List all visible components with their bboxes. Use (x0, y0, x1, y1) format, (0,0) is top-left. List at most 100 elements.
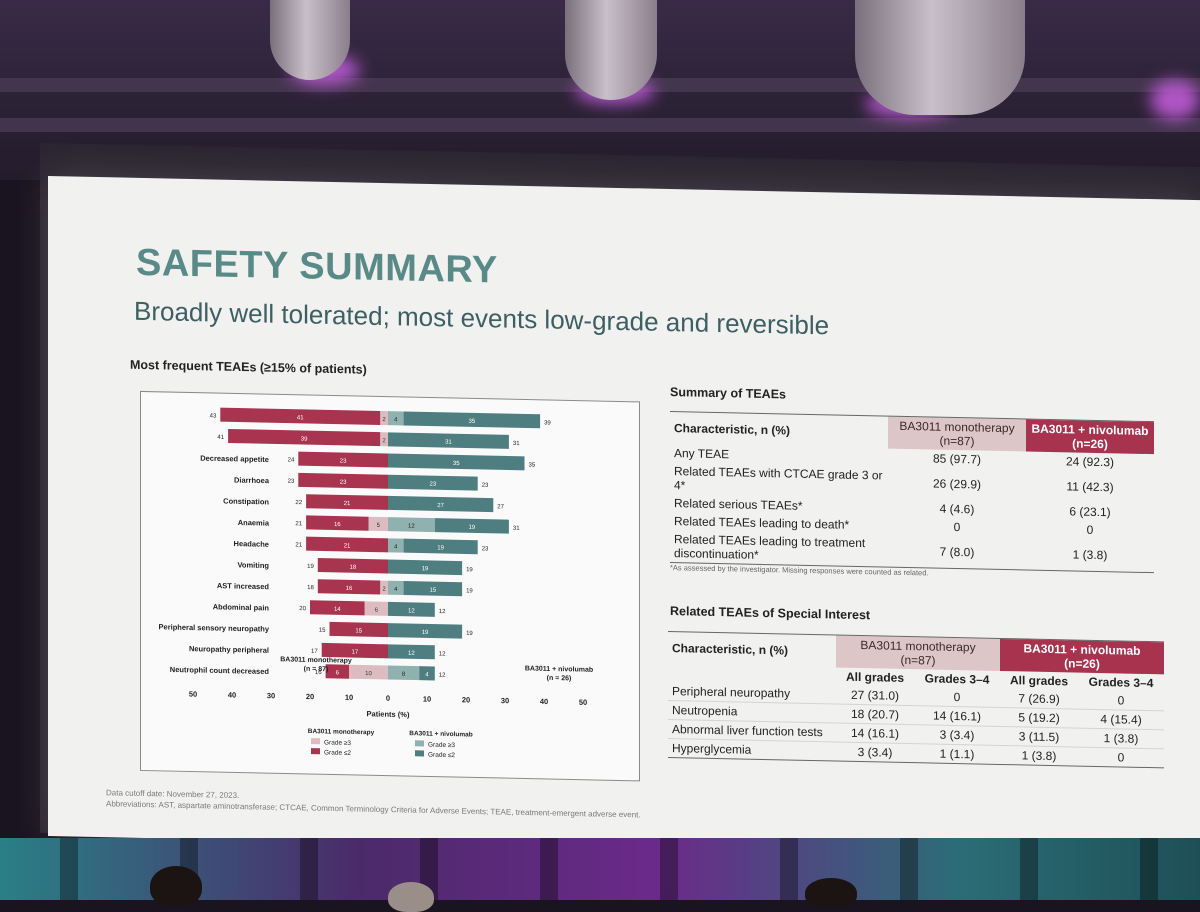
bar-mono-grade3 (380, 432, 388, 447)
total-label-left: 20 (299, 606, 306, 612)
bar-label: 19 (422, 566, 429, 572)
teae-chart-title: Most frequent TEAEs (≥15% of patients) (130, 357, 367, 377)
summary-row-label: Related TEAEs with CTCAE grade 3 or 4* (674, 464, 883, 493)
interest-table-title: Related TEAEs of Special Interest (670, 604, 871, 623)
bar-label: 18 (350, 565, 357, 571)
total-label-left: 22 (295, 500, 302, 506)
axis-tick-label: 50 (189, 690, 197, 699)
bar-mono-grade2 (329, 621, 388, 638)
total-label-right: 19 (466, 588, 473, 594)
bar-mono-grade2 (317, 579, 381, 595)
interest-cell: 5 (19.2) (999, 707, 1079, 729)
bar-combo-grade2 (434, 518, 509, 534)
legend-combo-title: BA3011 + nivolumab (409, 730, 472, 738)
total-label-right: 12 (439, 609, 446, 615)
bar-label: 2 (382, 417, 386, 423)
bar-combo-grade2 (388, 623, 463, 639)
total-label-left: 16 (315, 670, 322, 676)
projected-slide: SAFETY SUMMARY Broadly well tolerated; m… (48, 176, 1200, 861)
summary-col-header: Characteristic, n (%) (674, 421, 791, 438)
axis-tick-label: 10 (345, 693, 353, 702)
summary-row-combo: 11 (42.3) (1066, 479, 1114, 495)
stage-stripe (540, 838, 558, 900)
interest-cell: 18 (20.7) (836, 704, 915, 725)
bar-label: 16 (334, 522, 341, 528)
summary-mono-header: BA3011 monotherapy (n=87) (888, 416, 1026, 452)
bar-label: 35 (453, 461, 460, 467)
legend-label: Grade ≤2 (428, 752, 455, 760)
bar-label: 23 (430, 482, 437, 488)
bar-label: 6 (336, 670, 340, 676)
bar-mono-grade2 (310, 600, 365, 616)
bar-combo-grade3 (388, 580, 404, 596)
total-label-left: 23 (288, 479, 295, 485)
interest-cell: 27 (31.0) (836, 685, 915, 706)
legend-label: Grade ≤2 (324, 749, 351, 757)
interest-cell: 0 (1117, 750, 1125, 765)
total-label-right: 12 (439, 651, 446, 657)
bar-label: 12 (408, 651, 415, 657)
bar-mono-grade2 (220, 407, 381, 425)
bar-combo-grade2 (403, 581, 463, 597)
bar-combo-grade2 (388, 474, 478, 491)
bar-label: 21 (344, 543, 351, 549)
legend-mono-title: BA3011 monotherapy (308, 728, 375, 736)
bar-label: 4 (394, 417, 398, 423)
bar-combo-grade2 (388, 432, 509, 449)
stage-stripe (660, 838, 678, 900)
axis-tick-label: 20 (462, 695, 470, 704)
category-label: Diarrhoea (234, 475, 270, 485)
bar-label: 39 (301, 436, 308, 442)
legend-label: Grade ≥3 (428, 742, 455, 750)
bar-label: 19 (437, 545, 444, 551)
bar-label: 17 (352, 650, 359, 656)
bar-label: 35 (469, 419, 476, 425)
audience-head (388, 882, 434, 912)
stage-stripe (900, 838, 918, 900)
bar-mono-grade2 (325, 664, 350, 679)
bar-label: 27 (437, 503, 444, 509)
axis-tick-label: 10 (423, 694, 431, 703)
total-label-left: 18 (307, 585, 314, 591)
slide-title: SAFETY SUMMARY (136, 241, 498, 292)
ceiling-duct (565, 0, 657, 100)
bar-combo-grade2 (388, 644, 435, 660)
total-label-right: 39 (544, 420, 551, 426)
bar-label: 12 (408, 524, 415, 530)
summary-row-label: Related TEAEs leading to treatment disco… (674, 532, 866, 562)
bar-label: 10 (365, 671, 372, 677)
bar-label: 4 (394, 587, 398, 593)
total-label-left: 21 (295, 521, 302, 527)
axis-tick-label: 40 (228, 690, 236, 699)
category-label: Neuropathy peripheral (189, 644, 269, 655)
total-label-left: 43 (210, 413, 217, 419)
bar-label: 23 (340, 480, 347, 486)
bar-label: 19 (469, 525, 476, 531)
teae-chart-box: Fatigue2414343539Nausea239413131Decrease… (140, 390, 640, 782)
bar-mono-grade2 (317, 558, 388, 574)
interest-cell: 14 (16.1) (836, 723, 915, 744)
total-label-right: 27 (497, 504, 504, 510)
bar-combo-grade2 (388, 453, 525, 471)
x-axis-label: Patients (%) (367, 709, 410, 719)
interest-cell: 1 (3.8) (1021, 748, 1057, 764)
bar-label: 4 (394, 544, 398, 550)
interest-cell: 0 (1078, 690, 1164, 711)
bar-mono-grade2 (321, 642, 388, 659)
bar-combo-grade3 (388, 538, 404, 553)
bar-mono-grade3 (380, 410, 388, 426)
legend-swatch-combo-grade3 (415, 740, 424, 747)
interest-sub-all-mono: All grades (846, 669, 905, 685)
bar-mono-grade2 (306, 494, 389, 510)
interest-col-header: Characteristic, n (%) (672, 641, 789, 658)
category-label: AST increased (217, 581, 270, 591)
left-group-n: (n = 87) (304, 666, 329, 674)
bar-label: 2 (382, 587, 386, 593)
slide-subtitle: Broadly well tolerated; most events low-… (134, 295, 830, 341)
legend-swatch-mono-grade3 (311, 738, 320, 745)
bar-mono-grade3 (364, 601, 389, 616)
bar-combo-grade3 (388, 411, 404, 426)
bar-combo-grade3 (388, 665, 420, 681)
bar-label: 12 (408, 608, 415, 614)
bar-mono-grade3 (380, 580, 388, 595)
